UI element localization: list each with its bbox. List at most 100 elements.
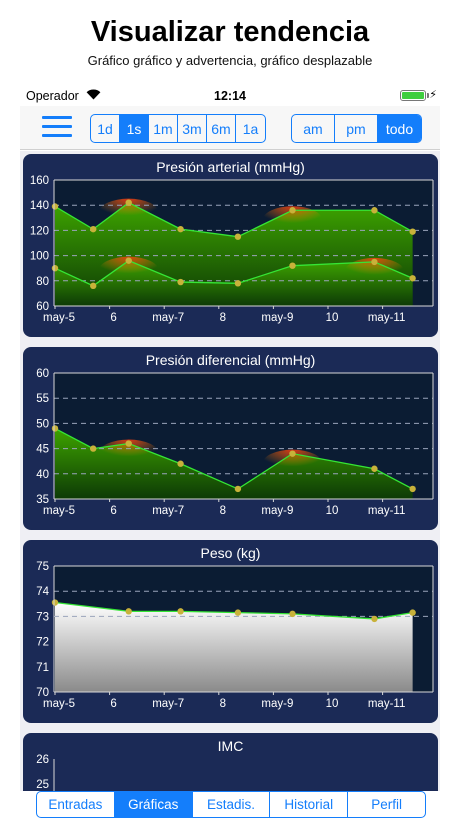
time-option-todo[interactable]: todo: [378, 115, 421, 142]
series-line: [54, 427, 413, 490]
data-point: [177, 278, 184, 286]
data-point: [409, 275, 416, 282]
data-point: [125, 199, 132, 206]
tab-perfil[interactable]: Perfil: [371, 797, 402, 812]
x-tick-label: may-9: [261, 505, 293, 517]
y-tick-label: 75: [36, 561, 49, 573]
data-point: [51, 425, 59, 432]
data-point: [177, 608, 184, 615]
tab-graficas[interactable]: Gráficas: [114, 792, 193, 817]
peak-highlight: [98, 198, 159, 227]
data-point: [90, 282, 97, 290]
hamburger-menu-icon[interactable]: [42, 116, 72, 138]
y-tick-label: 73: [36, 611, 49, 623]
x-tick-label: 6: [110, 505, 116, 517]
y-tick-label: 140: [30, 200, 49, 212]
x-tick-label: 10: [326, 698, 339, 710]
data-point: [234, 233, 242, 240]
battery-icon: [400, 90, 426, 101]
time-option-pm[interactable]: pm: [335, 115, 378, 142]
x-tick-label: 10: [326, 505, 339, 517]
range-option-1m[interactable]: 1m: [149, 115, 178, 142]
range-option-1d[interactable]: 1d: [91, 115, 120, 142]
x-tick-label: may-5: [43, 505, 75, 517]
peak-highlight: [98, 256, 159, 285]
series-area: [55, 428, 413, 499]
y-tick-label: 74: [36, 586, 49, 598]
data-point: [371, 465, 378, 472]
x-tick-label: may-5: [43, 312, 75, 324]
chart-pulse-pressure: 35 40 45 50 55 60 may-5 6 may-7 8 may-9 10 may-11: [36, 368, 434, 517]
carrier-label: Operador: [26, 89, 79, 103]
tab-bar: Entradas Gráficas Estadis. Historial Per…: [36, 791, 426, 818]
y-tick-label: 60: [36, 301, 49, 313]
data-point: [234, 280, 242, 287]
data-point: [125, 608, 132, 615]
x-tick-label: 8: [220, 312, 226, 324]
time-option-am[interactable]: am: [292, 115, 335, 142]
data-point: [289, 610, 296, 618]
y-tick-label: 120: [30, 225, 49, 237]
tab-estadis[interactable]: Estadis.: [193, 792, 271, 817]
y-tick-label: 25: [36, 779, 49, 791]
x-tick-label: 10: [326, 312, 339, 324]
y-tick-label: 50: [36, 418, 49, 430]
promo-subtitle: Gráfico gráfico y advertencia, gráfico d…: [87, 53, 373, 68]
peak-highlight: [262, 206, 323, 235]
range-option-1s[interactable]: 1s: [120, 115, 149, 142]
y-tick-label: 72: [36, 637, 49, 649]
y-tick-label: 71: [36, 662, 49, 674]
data-point: [409, 485, 416, 493]
data-point: [51, 265, 59, 272]
tab-historial[interactable]: Historial: [270, 792, 349, 817]
x-tick-label: may-11: [368, 698, 406, 710]
chart-card-weight: Peso (kg) 70 71 72 73 74 75 may-5 6 may-7 8 may-9 1…: [23, 540, 438, 723]
data-point: [289, 207, 296, 214]
data-point: [289, 262, 296, 269]
chart-card-bmi: IMC 26 25: [23, 733, 438, 791]
peak-highlight: [98, 439, 159, 468]
charging-bolt-icon: ⚡: [429, 89, 437, 101]
y-tick-label: 55: [36, 393, 49, 405]
chart-weight: 70 71 72 73 74 75 may-5 6 may-7 8 may-9 10 may-11: [36, 561, 434, 710]
y-tick-label: 60: [36, 368, 49, 380]
x-tick-label: may-11: [368, 312, 406, 324]
range-option-6m[interactable]: 6m: [207, 115, 236, 142]
y-tick-label: 160: [30, 175, 49, 187]
data-point: [51, 203, 59, 210]
range-option-3m[interactable]: 3m: [178, 115, 207, 142]
y-tick-label: 35: [36, 494, 49, 506]
series-line: [54, 201, 413, 238]
x-tick-label: 8: [220, 698, 226, 710]
phone-screen: Operador 12:14 ⚡ 1d 1s 1m 3m 6m 1a am: [20, 84, 440, 818]
data-point: [234, 609, 242, 616]
y-tick-label: 100: [30, 251, 49, 263]
range-selector: 1d 1s 1m 3m 6m 1a: [90, 114, 266, 143]
y-tick-label: 40: [36, 469, 49, 481]
y-tick-label: 80: [36, 276, 49, 288]
chart-title: Presión arterial (mmHg): [156, 159, 305, 175]
data-point: [371, 258, 378, 266]
data-point: [289, 450, 296, 457]
data-point: [409, 228, 416, 235]
x-tick-label: 6: [110, 312, 116, 324]
data-point: [371, 615, 378, 623]
chart-title: Presión diferencial (mmHg): [145, 352, 316, 368]
series-line: [54, 259, 413, 287]
x-tick-label: may-7: [152, 505, 184, 517]
chart-bmi: 26 25: [36, 754, 433, 791]
x-tick-label: may-9: [261, 698, 293, 710]
range-option-1a[interactable]: 1a: [242, 120, 259, 137]
data-point: [371, 207, 378, 214]
peak-highlight: [344, 257, 405, 286]
data-point: [234, 485, 242, 493]
data-point: [90, 225, 97, 233]
y-tick-label: 26: [36, 754, 49, 766]
y-tick-label: 45: [36, 444, 49, 456]
charts-scroll-view[interactable]: Presión arterial (mmHg) 60 80 100 120 140 160…: [20, 151, 440, 791]
x-tick-label: may-5: [43, 698, 75, 710]
status-bar: Operador 12:14 ⚡: [20, 84, 440, 106]
tab-entradas[interactable]: Entradas: [37, 792, 115, 817]
x-tick-label: 8: [220, 505, 226, 517]
